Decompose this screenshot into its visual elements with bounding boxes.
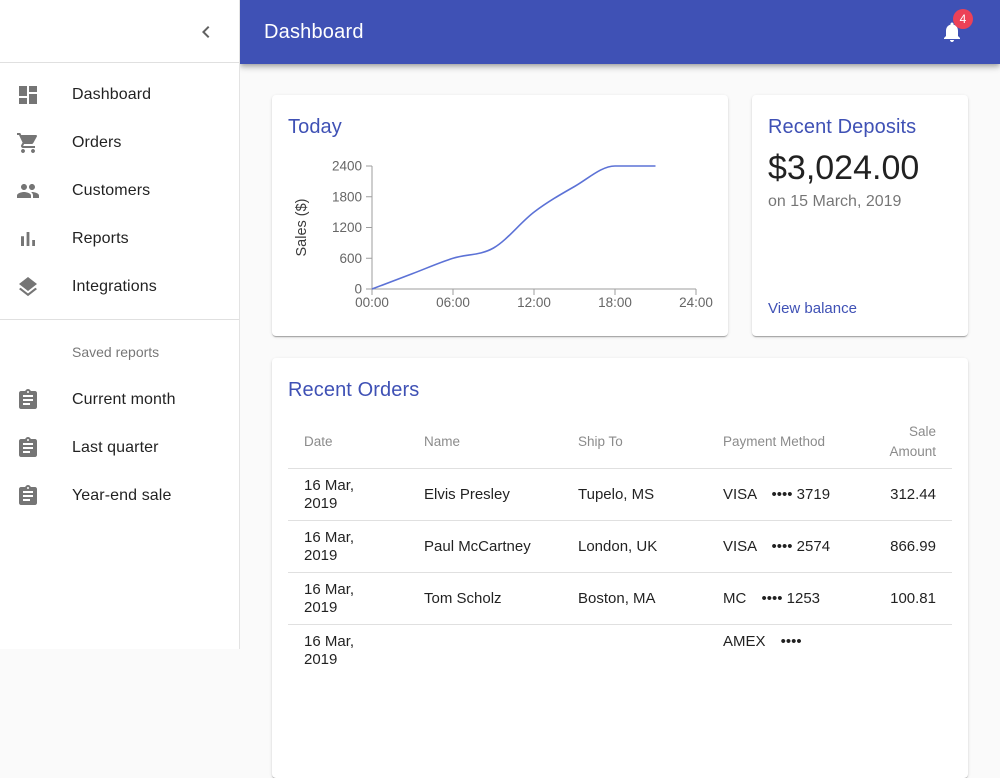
bar-chart-icon	[16, 227, 72, 251]
cell-date: 16 Mar, 2019	[288, 572, 408, 625]
dashboard-icon	[16, 83, 72, 107]
sidebar-item-integrations[interactable]: Integrations	[0, 263, 239, 311]
table-row: 16 Mar, 2019 Elvis Presley Tupelo, MS VI…	[288, 468, 952, 521]
cell-date: 16 Mar, 2019	[304, 633, 355, 668]
sidebar-item-label: Integrations	[72, 278, 157, 295]
cell-name: Paul McCartney	[408, 520, 562, 573]
saved-reports-list: Saved reports Current month Last quarter…	[0, 320, 239, 528]
sidebar-item-orders[interactable]: Orders	[0, 119, 239, 167]
sidebar-item-label: Year-end sale	[72, 487, 172, 504]
column-header-ship-to: Ship To	[562, 416, 707, 469]
cell-payment: AMEX ⠀••••	[723, 633, 802, 650]
sidebar: Dashboard Orders Customers Reports Integ…	[0, 0, 240, 649]
sidebar-item-label: Reports	[72, 230, 129, 247]
column-header-sale-amount: Sale Amount	[872, 416, 952, 469]
column-header-name: Name	[408, 416, 562, 469]
svg-text:1200: 1200	[332, 220, 362, 235]
svg-text:18:00: 18:00	[598, 295, 632, 310]
sidebar-item-customers[interactable]: Customers	[0, 167, 239, 215]
cell-date: 16 Mar, 2019	[288, 468, 408, 521]
cell-payment: VISA ⠀•••• 3719	[707, 468, 872, 521]
sidebar-item-label: Last quarter	[72, 439, 159, 456]
sidebar-item-last-quarter[interactable]: Last quarter	[0, 424, 239, 472]
page-title: Dashboard	[264, 21, 364, 43]
deposit-amount: $3,024.00	[768, 149, 920, 187]
sidebar-item-label: Current month	[72, 391, 176, 408]
appbar: Dashboard 4	[240, 0, 1000, 64]
cell-ship-to	[562, 625, 707, 677]
card-title: Recent Deposits	[768, 116, 917, 138]
column-header-payment-method: Payment Method	[707, 416, 872, 469]
cell-amount: 100.81	[872, 572, 952, 625]
recent-orders-card: Recent Orders Date Name Ship To Payment …	[272, 358, 968, 778]
sidebar-divider	[0, 319, 239, 320]
collapse-sidebar-button[interactable]	[194, 20, 218, 44]
chevron-left-icon	[202, 26, 210, 38]
svg-text:Sales ($): Sales ($)	[294, 198, 310, 256]
notifications-button[interactable]: 4	[928, 8, 976, 56]
sidebar-item-current-month[interactable]: Current month	[0, 376, 239, 424]
cell-name: Elvis Presley	[408, 468, 562, 521]
sidebar-item-label: Orders	[72, 134, 122, 151]
table-header-row: Date Name Ship To Payment Method Sale Am…	[288, 416, 952, 469]
shopping-cart-icon	[16, 131, 72, 155]
table-row: 16 Mar, 2019 Tom Scholz Boston, MA MC ⠀•…	[288, 572, 952, 625]
table-row: 16 Mar, 2019 AMEX ⠀••••	[288, 625, 952, 677]
card-title: Recent Orders	[288, 379, 420, 401]
today-sales-card: Today 0 600 1200 1800 2400 00:00 06:00 12:00 18:…	[272, 95, 728, 336]
svg-text:12:00: 12:00	[517, 295, 551, 310]
orders-table: Date Name Ship To Payment Method Sale Am…	[288, 416, 952, 676]
assignment-icon	[16, 436, 72, 460]
cell-amount: 866.99	[872, 520, 952, 573]
svg-text:1800: 1800	[332, 189, 362, 204]
svg-text:600: 600	[339, 251, 362, 266]
deposit-date: on 15 March, 2019	[768, 193, 902, 210]
cell-amount: 312.44	[872, 468, 952, 521]
sidebar-item-label: Customers	[72, 182, 151, 199]
svg-text:00:00: 00:00	[355, 295, 389, 310]
cell-ship-to: Tupelo, MS	[562, 468, 707, 521]
today-sales-chart: 0 600 1200 1800 2400 00:00 06:00 12:00 18:00 24:0…	[294, 159, 713, 311]
view-balance-link[interactable]: View balance	[768, 300, 857, 317]
cell-name: Tom Scholz	[408, 572, 562, 625]
svg-text:2400: 2400	[332, 159, 362, 174]
table-row: 16 Mar, 2019 Paul McCartney London, UK V…	[288, 520, 952, 573]
cell-ship-to: Boston, MA	[562, 572, 707, 625]
sidebar-item-label: Dashboard	[72, 86, 152, 103]
cell-ship-to: London, UK	[562, 520, 707, 573]
card-title: Today	[288, 116, 342, 138]
cell-payment: VISA ⠀•••• 2574	[707, 520, 872, 573]
cell-payment: MC ⠀•••• 1253	[707, 572, 872, 625]
svg-text:06:00: 06:00	[436, 295, 470, 310]
notification-badge: 4	[953, 9, 973, 29]
svg-text:0: 0	[354, 282, 362, 297]
recent-deposits-card: Recent Deposits $3,024.00 on 15 March, 2…	[752, 95, 968, 336]
assignment-icon	[16, 484, 72, 508]
column-header-date: Date	[288, 416, 408, 469]
cell-amount	[872, 625, 952, 677]
sidebar-item-year-end-sale[interactable]: Year-end sale	[0, 472, 239, 520]
notifications-icon	[944, 22, 960, 42]
sidebar-header	[0, 0, 239, 63]
people-icon	[16, 179, 72, 203]
assignment-icon	[16, 388, 72, 412]
cell-date: 16 Mar, 2019	[288, 520, 408, 573]
svg-text:24:00: 24:00	[679, 295, 713, 310]
layers-icon	[16, 275, 72, 299]
sidebar-nav: Dashboard Orders Customers Reports Integ…	[0, 63, 239, 319]
sidebar-item-dashboard[interactable]: Dashboard	[0, 71, 239, 119]
saved-reports-subheader: Saved reports	[72, 344, 160, 360]
cell-name	[408, 625, 562, 677]
sidebar-item-reports[interactable]: Reports	[0, 215, 239, 263]
